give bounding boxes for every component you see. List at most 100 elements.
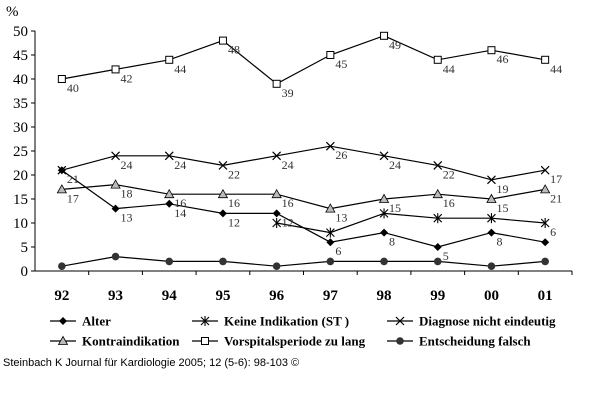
data-point: [111, 204, 120, 213]
y-ticks: 0 5 10 15 20 25 30 35 40 45 50: [13, 24, 35, 280]
data-point: [272, 218, 282, 228]
data-point: [541, 238, 550, 247]
data-point: [111, 151, 120, 161]
x-tick-label: 97: [323, 288, 339, 304]
x-tick-label: 96: [269, 288, 285, 304]
data-label: 12: [282, 215, 294, 229]
data-label: 8: [389, 235, 395, 249]
data-point: [272, 262, 281, 271]
data-point: [541, 55, 550, 64]
data-label: 21: [67, 172, 79, 186]
data-label: 49: [389, 38, 401, 52]
data-label: 24: [389, 158, 401, 172]
data-point: [380, 228, 389, 237]
data-label: 44: [174, 62, 186, 76]
data-point: [433, 213, 443, 224]
data-point: [164, 188, 175, 199]
data-label: 6: [550, 225, 556, 239]
legend-marker: [57, 335, 69, 345]
y-tick-label: 25: [13, 144, 28, 160]
data-label: 45: [335, 57, 347, 71]
data-point: [487, 213, 496, 224]
legend-label: Entscheidung falsch: [419, 334, 531, 349]
data-label: 46: [496, 52, 508, 66]
data-point: [326, 51, 335, 59]
data-point: [380, 257, 388, 266]
data-point: [56, 184, 68, 194]
series-markers: [56, 31, 551, 271]
series-line: [61, 183, 546, 210]
data-label: 24: [282, 158, 294, 172]
data-point: [433, 257, 442, 266]
data-label: 14: [174, 206, 186, 220]
data-point: [487, 46, 496, 55]
data-label: 48: [228, 43, 240, 57]
data-point: [487, 262, 496, 271]
data-point: [326, 238, 335, 247]
data-point: [272, 209, 281, 218]
data-label: 44: [443, 62, 455, 76]
data-point: [218, 36, 227, 45]
series-line: [61, 145, 546, 181]
series-line: [61, 255, 546, 267]
data-point: [57, 165, 67, 175]
legend-label: Alter: [82, 314, 111, 329]
data-point: [540, 218, 550, 228]
data-label: 24: [121, 158, 133, 172]
data-label: 21: [550, 191, 562, 205]
y-tick-label: 15: [13, 192, 28, 208]
data-label: 12: [228, 215, 240, 229]
x-tick-label: 95: [215, 288, 230, 304]
legend-label: Kontraindikation: [82, 334, 180, 349]
data-label: 13: [335, 211, 347, 225]
data-point: [487, 175, 496, 185]
data-point: [540, 165, 550, 175]
data-label: 13: [121, 211, 133, 225]
data-label: 15: [389, 201, 401, 215]
data-point: [110, 179, 121, 189]
data-point: [380, 31, 389, 40]
data-point: [432, 188, 443, 199]
data-point: [218, 160, 228, 170]
data-point: [541, 257, 549, 266]
data-point: [433, 160, 443, 170]
series-line: [61, 35, 546, 85]
data-label: 6: [335, 244, 341, 258]
y-tick-label: 0: [21, 264, 29, 280]
data-label: 18: [121, 187, 133, 201]
legend-marker: [395, 316, 405, 326]
legend-marker: [396, 337, 404, 345]
data-point: [325, 227, 335, 238]
data-label: 17: [550, 172, 562, 186]
y-tick-label: 35: [13, 96, 28, 112]
data-point: [57, 75, 66, 83]
legend-marker: [200, 316, 210, 326]
data-point: [165, 199, 174, 208]
x-tick-label: 98: [377, 288, 392, 304]
y-unit-label: %: [6, 4, 19, 20]
legend-label: Keine Indikation (ST ): [224, 314, 349, 329]
y-tick-label: 50: [13, 24, 28, 40]
data-label: 8: [496, 235, 502, 249]
y-tick-label: 20: [13, 168, 28, 184]
data-label: 39: [282, 86, 294, 100]
line-chart: % 0 5 10 15 20 25 30 35 40 45 50 92 93 94 95 96 97 98 99 0…: [6, 4, 573, 349]
data-point: [433, 243, 442, 251]
x-tick-label: 92: [54, 288, 69, 304]
data-label: 16: [282, 196, 294, 210]
legend-marker: [201, 337, 209, 345]
legend-label: Vorspitalsperiode zu lang: [224, 334, 366, 349]
data-label: 22: [228, 167, 240, 181]
data-point: [111, 252, 120, 261]
x-tick-label: 93: [108, 288, 123, 304]
data-label: 19: [496, 182, 508, 196]
x-tick-label: 94: [162, 288, 178, 304]
data-point: [326, 257, 335, 266]
data-point: [325, 141, 335, 151]
data-point: [164, 151, 174, 161]
x-tick-label: 99: [430, 288, 445, 304]
data-point: [217, 188, 229, 199]
legend-marker: [59, 317, 67, 325]
data-point: [58, 262, 66, 271]
data-label: 5: [443, 249, 449, 263]
